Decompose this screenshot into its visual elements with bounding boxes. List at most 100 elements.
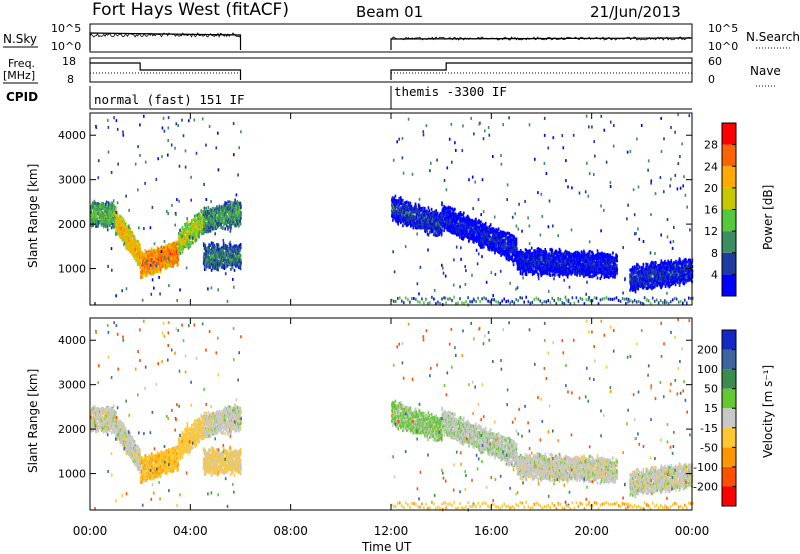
power-cell [159, 268, 162, 272]
power-cell [111, 207, 113, 211]
power-cell [494, 251, 496, 255]
power-cell [427, 226, 429, 230]
power-cell [408, 213, 410, 216]
power-cell [407, 222, 410, 226]
power-cell [101, 217, 104, 221]
power-cell [104, 214, 106, 218]
power-cell [428, 225, 431, 229]
power-cell [478, 242, 480, 246]
power-cell [457, 229, 460, 233]
freq-unit-label: [MHz] [3, 69, 35, 82]
power-cell [146, 263, 149, 266]
power-cell [163, 245, 165, 249]
power-cell [234, 253, 237, 257]
power-cell [125, 229, 128, 233]
power-cell [91, 212, 93, 215]
power-cell [473, 234, 475, 238]
power-cell [406, 208, 409, 212]
power-cell [442, 223, 445, 227]
power-cell [416, 226, 419, 230]
power-cell [99, 210, 101, 214]
power-cell [235, 212, 238, 216]
power-cell [455, 214, 458, 218]
power-cell [217, 215, 220, 219]
power-cell [498, 251, 501, 255]
power-cell [415, 205, 417, 209]
power-cell [212, 223, 215, 226]
power-cell [418, 207, 421, 211]
power-cell [115, 207, 117, 211]
power-cell [199, 230, 202, 234]
power-cell [214, 265, 216, 269]
power-cell [139, 243, 141, 247]
power-cell [492, 246, 494, 250]
power-cell [167, 243, 170, 246]
power-cell [409, 201, 412, 205]
nsky-noise-1 [89, 32, 241, 38]
power-cell [187, 223, 190, 227]
power-cell [474, 231, 476, 235]
power-cell [225, 221, 227, 225]
power-cell [222, 265, 225, 269]
frequency-traces [90, 62, 692, 80]
date-label: 21/Jun/2013 [590, 3, 681, 21]
power-cell [106, 206, 108, 210]
power-cell [229, 254, 231, 258]
power-cell [202, 212, 205, 216]
power-cell [143, 265, 146, 269]
power-cell [167, 262, 170, 266]
power-cell [481, 245, 483, 249]
power-cell [492, 244, 495, 248]
power-cell [195, 237, 198, 241]
power-cell [134, 239, 137, 243]
power-cell [224, 201, 226, 204]
power-cell [229, 258, 232, 262]
power-cell [482, 222, 484, 226]
power-cell [104, 203, 106, 207]
power-cell [226, 210, 229, 214]
power-cell [217, 267, 219, 271]
power-cell [139, 264, 142, 268]
power-cell [494, 236, 497, 240]
power-cell [111, 203, 114, 206]
power-cell [152, 258, 155, 262]
power-cell [446, 228, 449, 232]
power-cell [224, 204, 226, 208]
power-cell [194, 234, 196, 237]
power-cell [109, 211, 111, 214]
power-cell [209, 225, 212, 229]
power-cell [218, 251, 221, 255]
power-cell [145, 274, 148, 278]
power-cell [215, 219, 217, 223]
power-cell [107, 210, 109, 214]
power-cell [434, 220, 437, 224]
power-cell [234, 255, 237, 259]
power-cell [468, 221, 471, 225]
power-cell [230, 204, 232, 208]
power-cell [476, 220, 478, 224]
power-cell [453, 218, 456, 221]
power-cell [444, 225, 446, 229]
power-cell [176, 263, 178, 267]
power-cell [205, 255, 208, 259]
power-cell [432, 233, 435, 237]
power-cell [149, 249, 151, 253]
power-cell [235, 250, 237, 254]
power-cell [102, 202, 105, 205]
power-cell [455, 212, 458, 216]
power-cell [124, 224, 126, 228]
power-cell [481, 230, 484, 233]
power-cell [468, 238, 470, 242]
power-cell [95, 204, 98, 208]
power-cell [417, 225, 420, 229]
power-cell [231, 217, 234, 221]
power-cell [459, 211, 462, 214]
power-cell [226, 258, 228, 262]
power-cell [159, 266, 162, 270]
power-cell [493, 240, 496, 243]
power-cell [189, 223, 191, 227]
power-cell [186, 234, 188, 238]
power-cell [173, 255, 176, 259]
power-cell [128, 237, 131, 240]
power-cell [213, 246, 216, 250]
